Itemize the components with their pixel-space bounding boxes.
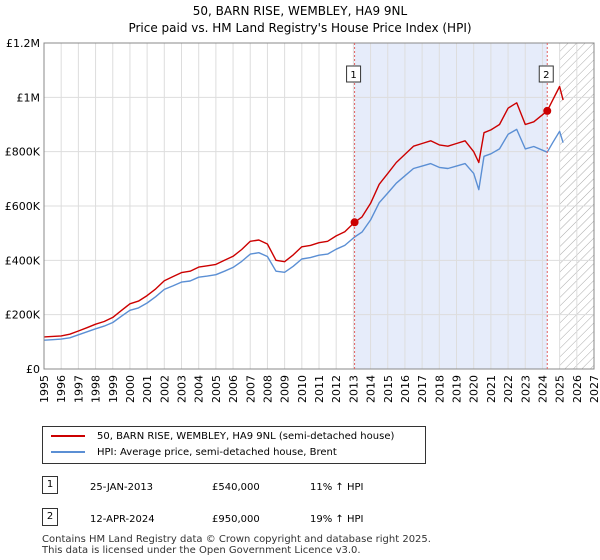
x-tick-label: 2024 [536, 375, 549, 403]
legend-item-hpi: HPI: Average price, semi-detached house,… [51, 445, 337, 461]
sale-label-box [538, 65, 554, 83]
x-tick-label: 2007 [244, 375, 257, 403]
y-tick-label: £200K [5, 309, 41, 322]
footer-licence: This data is licensed under the Open Gov… [42, 545, 361, 556]
x-tick-label: 2000 [124, 375, 137, 403]
legend-item-property: 50, BARN RISE, WEMBLEY, HA9 9NL (semi-de… [51, 429, 394, 445]
chart-legend: 50, BARN RISE, WEMBLEY, HA9 9NL (semi-de… [42, 426, 426, 464]
plot-frame [43, 42, 595, 370]
x-tick-label: 2020 [468, 375, 481, 403]
legend-swatch-hpi [51, 451, 85, 453]
sale-label-box [346, 65, 362, 83]
sale-point [350, 218, 359, 227]
x-tick-label: 2001 [141, 375, 154, 403]
transaction-date: 25-JAN-2013 [90, 482, 154, 493]
x-tick-label: 2005 [210, 375, 223, 403]
x-tick-label: 1996 [55, 375, 68, 403]
x-tick-label: 2014 [365, 375, 378, 403]
x-tick-label: 2003 [176, 375, 189, 403]
x-tick-label: 2017 [416, 375, 429, 403]
x-tick-label: 2019 [451, 375, 464, 403]
chart-title: 50, BARN RISE, WEMBLEY, HA9 9NL [192, 4, 408, 18]
price-chart: £0 £200K £400K £600K £800K £1M £1.2M 1995 1996 19… [5, 37, 600, 403]
x-tick-label: 2011 [313, 375, 326, 403]
x-tick-label: 1995 [38, 375, 51, 403]
transaction-number: 2 [42, 508, 58, 526]
y-tick-label: £1.2M [6, 37, 40, 50]
transaction-hpi: 11% ↑ HPI [310, 482, 364, 493]
sale-label: 1 [350, 70, 356, 81]
property-line [43, 85, 564, 338]
x-tick-label: 2002 [158, 375, 171, 403]
x-tick-label: 2026 [571, 375, 584, 403]
x-tick-label: 1998 [90, 375, 103, 403]
x-tick-label: 2022 [502, 375, 515, 403]
x-tick-label: 1997 [72, 375, 85, 403]
x-tick-label: 1999 [107, 375, 120, 403]
footer-copyright: Contains HM Land Registry data © Crown c… [42, 534, 431, 545]
x-tick-label: 2009 [279, 375, 292, 403]
transaction-price: £950,000 [212, 514, 260, 525]
x-tick-label: 2012 [330, 375, 343, 403]
transaction-hpi: 19% ↑ HPI [310, 514, 364, 525]
legend-swatch-property [51, 435, 85, 437]
x-tick-label: 2008 [261, 375, 274, 403]
legend-label-property: 50, BARN RISE, WEMBLEY, HA9 9NL (semi-de… [97, 431, 395, 442]
y-tick-label: £400K [5, 254, 41, 267]
sale-point [543, 106, 552, 115]
x-tick-label: 2004 [193, 375, 206, 403]
hpi-line [43, 128, 564, 341]
x-tick-label: 2023 [519, 375, 532, 403]
y-tick-label: £0 [26, 363, 40, 376]
x-tick-label: 2006 [227, 375, 240, 403]
y-tick-label: £1M [17, 91, 41, 104]
x-tick-label: 2010 [296, 375, 309, 403]
legend-label-hpi: HPI: Average price, semi-detached house,… [97, 447, 337, 458]
transaction-number: 1 [42, 476, 58, 494]
transaction-date: 12-APR-2024 [90, 514, 155, 525]
transaction-price: £540,000 [212, 482, 260, 493]
x-tick-label: 2025 [554, 375, 567, 403]
x-tick-label: 2016 [399, 375, 412, 403]
x-tick-label: 2018 [433, 375, 446, 403]
chart-subtitle: Price paid vs. HM Land Registry's House … [128, 21, 472, 35]
y-tick-label: £800K [5, 146, 41, 159]
x-tick-label: 2021 [485, 375, 498, 403]
y-tick-label: £600K [5, 200, 41, 213]
x-tick-label: 2013 [347, 375, 360, 403]
sale-label: 2 [543, 70, 549, 81]
x-tick-label: 2015 [382, 375, 395, 403]
x-tick-label: 2027 [588, 375, 600, 403]
